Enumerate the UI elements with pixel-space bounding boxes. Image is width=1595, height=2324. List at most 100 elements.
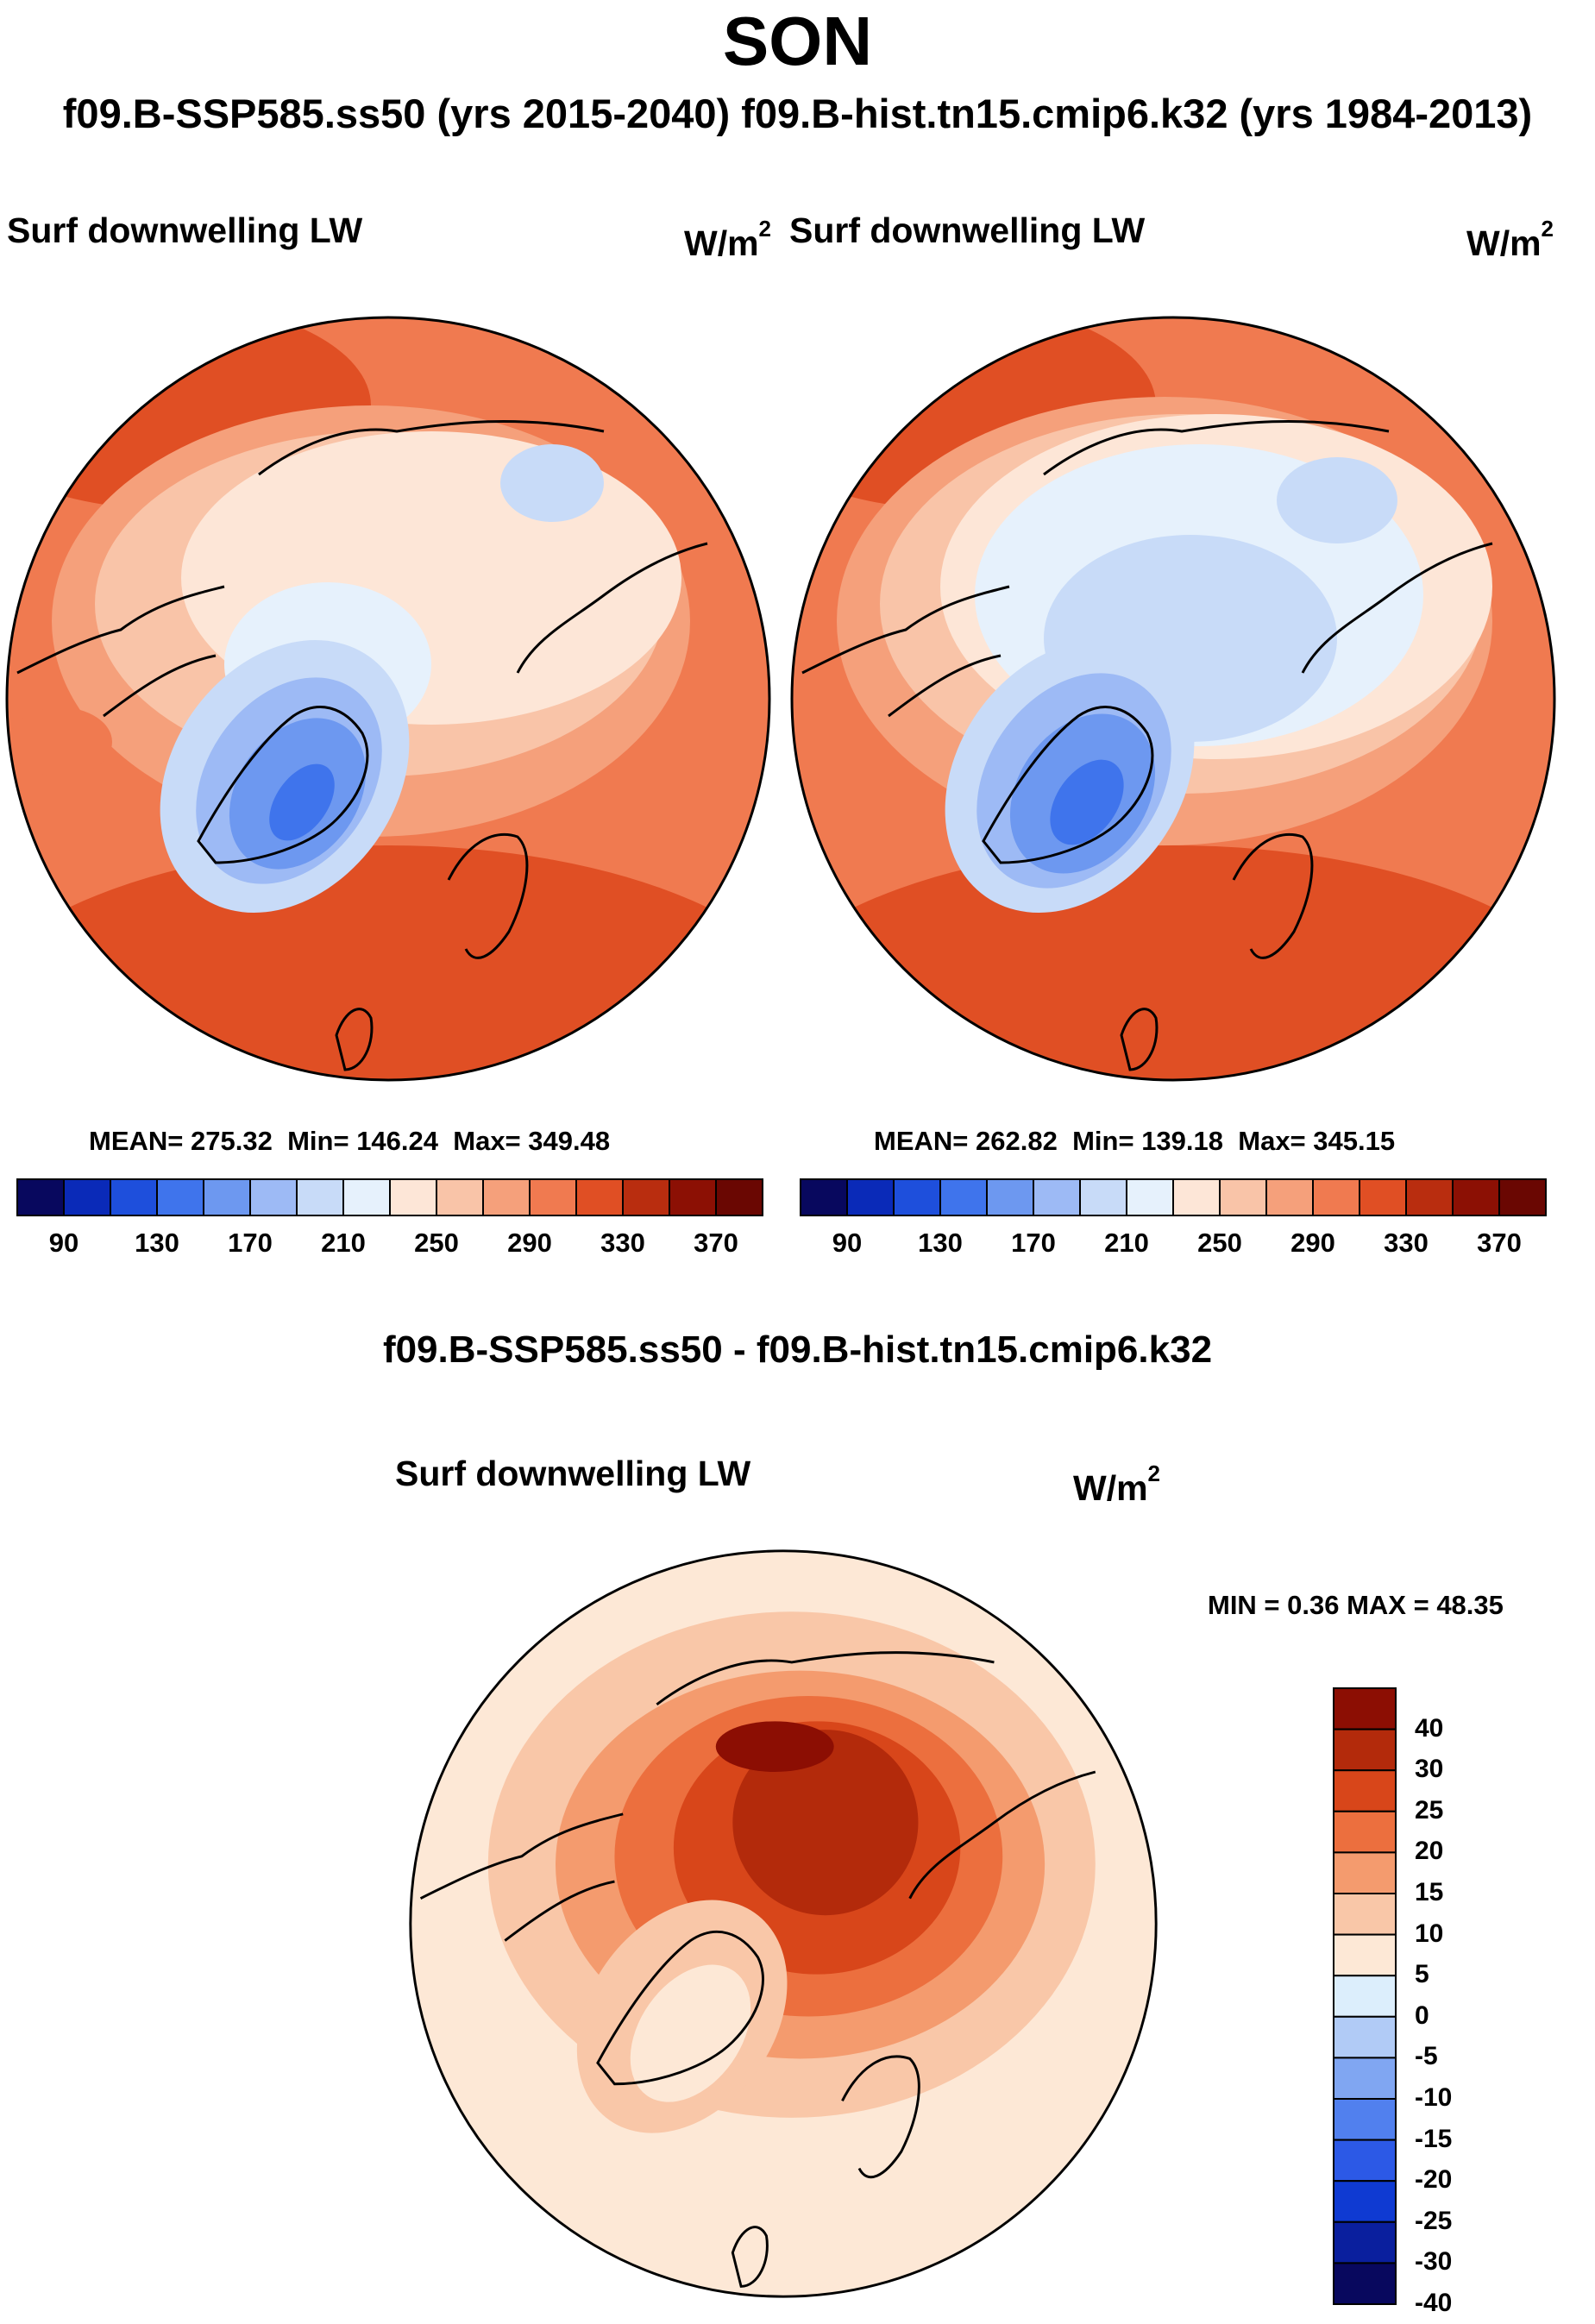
cbar1-tick-label: 250 bbox=[414, 1228, 459, 1258]
figure-title: SON bbox=[722, 3, 873, 79]
cbar2-box bbox=[846, 1178, 895, 1216]
panel3-units: W/m2 bbox=[1073, 1460, 1161, 1508]
cbar1-box bbox=[203, 1178, 251, 1216]
vcbar-box bbox=[1333, 1933, 1397, 1977]
vcbar-tick-label: 15 bbox=[1415, 1878, 1444, 1906]
map2-coast-britain bbox=[1120, 1008, 1159, 1071]
map1-coast-scandinavia bbox=[447, 832, 529, 959]
vcbar-tick-label: -10 bbox=[1415, 2083, 1453, 2112]
panel2-colorbar bbox=[800, 1178, 1547, 1216]
cbar1-box bbox=[622, 1178, 670, 1216]
map1-coast-greenland bbox=[197, 706, 369, 864]
cbar2-box bbox=[1405, 1178, 1454, 1216]
cbar2-box bbox=[1359, 1178, 1407, 1216]
vcbar-tick-label: 25 bbox=[1415, 1795, 1444, 1825]
cbar2-tick-label: 90 bbox=[832, 1228, 863, 1258]
cbar2-box bbox=[1452, 1178, 1500, 1216]
cbar2-box bbox=[1498, 1178, 1547, 1216]
cbar1-box bbox=[16, 1178, 65, 1216]
panel2-stats: MEAN= 262.82 Min= 139.18 Max= 345.15 bbox=[874, 1126, 1396, 1156]
map2-fill-siberia-cold bbox=[1277, 457, 1397, 543]
cbar1-tick-label: 130 bbox=[135, 1228, 179, 1258]
map3-coast-scandinavia bbox=[841, 2055, 920, 2179]
vcbar-box bbox=[1333, 1769, 1397, 1812]
vcbar-tick-label: 40 bbox=[1415, 1713, 1444, 1743]
map3-border bbox=[409, 1549, 1158, 2298]
vcbar-tick-label: 30 bbox=[1415, 1755, 1444, 1784]
vcbar-tick-label: 20 bbox=[1415, 1837, 1444, 1866]
cbar2-tick-label: 330 bbox=[1384, 1228, 1429, 1258]
vcbar-tick-label: -15 bbox=[1415, 2124, 1453, 2153]
cbar1-tick-label: 330 bbox=[600, 1228, 645, 1258]
cbar1-box bbox=[63, 1178, 111, 1216]
cbar1-box bbox=[342, 1178, 391, 1216]
cbar1-box bbox=[529, 1178, 577, 1216]
map2-coast-scandinavia bbox=[1232, 832, 1314, 959]
cbar2-box bbox=[1265, 1178, 1314, 1216]
cbar2-tick-label: 210 bbox=[1104, 1228, 1149, 1258]
panel3-colorbar bbox=[1333, 1687, 1397, 2306]
cbar1-box bbox=[436, 1178, 484, 1216]
map1-fill-greenland4 bbox=[269, 763, 335, 841]
cbar1-box bbox=[156, 1178, 204, 1216]
cbar2-box bbox=[800, 1178, 848, 1216]
panel3-variable-label: Surf downwelling LW bbox=[395, 1454, 751, 1493]
panel2-units: W/m2 bbox=[1466, 216, 1554, 263]
vcbar-tick-label: -40 bbox=[1415, 2289, 1453, 2317]
cbar2-box bbox=[893, 1178, 941, 1216]
map3-coast-greenland bbox=[596, 1930, 764, 2086]
vcbar-box bbox=[1333, 1810, 1397, 1854]
vcbar-box bbox=[1333, 1893, 1397, 1936]
vcbar-tick-label: 0 bbox=[1415, 2001, 1429, 2030]
cbar1-box bbox=[669, 1178, 717, 1216]
vcbar-box bbox=[1333, 2180, 1397, 2223]
difference-title: f09.B-SSP585.ss50 - f09.B-hist.tn15.cmip… bbox=[382, 1328, 1213, 1371]
cbar1-box bbox=[389, 1178, 437, 1216]
cbar1-box bbox=[482, 1178, 531, 1216]
cbar2-tick-label: 370 bbox=[1477, 1228, 1522, 1258]
cbar2-box bbox=[986, 1178, 1034, 1216]
vcbar-tick-label: 5 bbox=[1415, 1960, 1429, 1989]
cbar1-box bbox=[110, 1178, 158, 1216]
panel2-variable-label: Surf downwelling LW bbox=[789, 210, 1146, 250]
map3-coast-eurasia bbox=[656, 1651, 1096, 1900]
map2-coast-canada bbox=[801, 585, 1010, 718]
cbar1-tick-label: 90 bbox=[48, 1228, 79, 1258]
vcbar-tick-label: -30 bbox=[1415, 2247, 1453, 2277]
cbar1-tick-label: 290 bbox=[507, 1228, 552, 1258]
vcbar-box bbox=[1333, 2139, 1397, 2183]
cbar2-box bbox=[1033, 1178, 1081, 1216]
cbar1-tick-label: 170 bbox=[228, 1228, 273, 1258]
cbar1-tick-label: 210 bbox=[321, 1228, 366, 1258]
map3-fill-max bbox=[715, 1721, 834, 1772]
vcbar-box bbox=[1333, 1687, 1397, 1730]
cbar1-tick-label: 370 bbox=[694, 1228, 738, 1258]
vcbar-box bbox=[1333, 2220, 1397, 2264]
vcbar-box bbox=[1333, 2057, 1397, 2100]
cbar2-tick-label: 130 bbox=[918, 1228, 963, 1258]
cbar2-box bbox=[1126, 1178, 1174, 1216]
figure-subtitle: f09.B-SSP585.ss50 (yrs 2015-2040) f09.B-… bbox=[62, 91, 1533, 136]
panel2-polar-map bbox=[790, 316, 1556, 1082]
cbar2-box bbox=[1079, 1178, 1127, 1216]
map1-border bbox=[5, 316, 771, 1082]
cbar1-box bbox=[249, 1178, 298, 1216]
vcbar-box bbox=[1333, 1851, 1397, 1894]
map2-fill-greenland4 bbox=[1050, 759, 1124, 845]
map2-coast-eurasia bbox=[1043, 419, 1493, 674]
map2-fill-south bbox=[792, 845, 1554, 1080]
map1-coast-canada bbox=[16, 585, 225, 718]
vcbar-tick-label: -20 bbox=[1415, 2165, 1453, 2195]
vcbar-box bbox=[1333, 2015, 1397, 2059]
vcbar-box bbox=[1333, 2262, 1397, 2306]
map1-coast-eurasia bbox=[258, 419, 708, 674]
panel1-units: W/m2 bbox=[684, 216, 772, 263]
cbar2-box bbox=[1172, 1178, 1221, 1216]
map3-fill-ring5 bbox=[732, 1730, 919, 1916]
cbar1-box bbox=[715, 1178, 763, 1216]
panel1-colorbar bbox=[16, 1178, 763, 1216]
cbar1-box bbox=[296, 1178, 344, 1216]
cbar2-box bbox=[1312, 1178, 1360, 1216]
vcbar-tick-label: -5 bbox=[1415, 2042, 1438, 2071]
vcbar-tick-label: 10 bbox=[1415, 1919, 1444, 1948]
